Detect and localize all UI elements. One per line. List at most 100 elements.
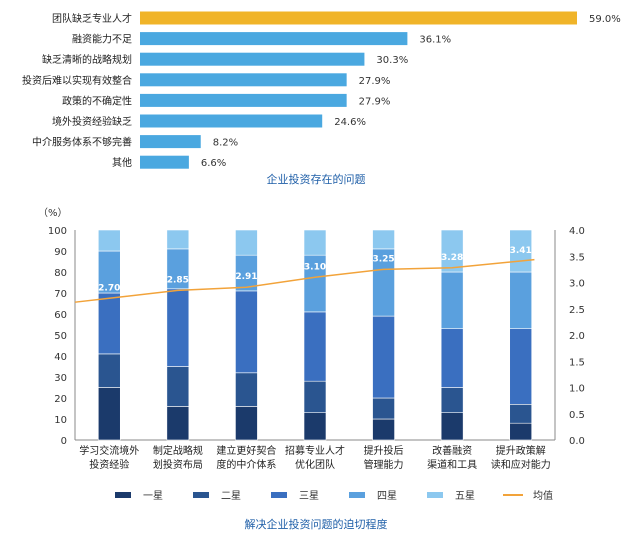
hbar-0 — [140, 11, 577, 25]
legend-label-5: 均值 — [533, 489, 553, 502]
hbar-value-1: 36.1% — [419, 35, 451, 46]
legend-label-0: 一星 — [143, 490, 163, 502]
x-tick-label-4-1: 管理能力 — [364, 458, 404, 471]
stack-seg-0-4 — [97, 229, 121, 252]
mean-label-4: 3.25 — [372, 254, 394, 264]
y-tick-0: 0 — [61, 436, 67, 447]
x-tick-label-0-1: 投资经验 — [89, 458, 129, 471]
stack-seg-1-2 — [166, 288, 190, 367]
legend-swatch-0 — [115, 492, 131, 498]
horizontal-bar-chart: 团队缺乏专业人才 59.0% 融资能力不足 36.1% 缺乏清晰的战略规划 30.3% 投资… — [22, 11, 621, 169]
stack-seg-4-0 — [372, 418, 395, 441]
stack-seg-5-1 — [440, 387, 464, 414]
hbar-label-7: 其他 — [112, 156, 132, 169]
y2-tick-1: 0.5 — [569, 410, 585, 421]
hbar-2 — [140, 52, 365, 66]
y2-tick-3: 1.5 — [569, 357, 585, 368]
legend-label-4: 五星 — [455, 490, 475, 502]
x-tick-label-0-0: 学习交流境外 — [79, 444, 139, 457]
stack-seg-4-4 — [372, 229, 395, 250]
y-tick-10: 100 — [48, 226, 67, 237]
y-tick-5: 50 — [54, 331, 67, 342]
hbar-label-5: 境外投资经验缺乏 — [52, 115, 132, 128]
x-tick-label-4-0: 提升投后 — [364, 444, 404, 457]
y-tick-3: 30 — [54, 373, 67, 384]
hbar-value-7: 6.6% — [201, 158, 226, 169]
mean-label-2: 2.91 — [235, 272, 257, 282]
hbar-value-3: 27.9% — [359, 76, 391, 87]
x-tick-label-3-1: 优化团队 — [295, 458, 335, 471]
hbar-1 — [140, 32, 408, 46]
chart1-caption: 企业投资存在的问题 — [267, 172, 366, 186]
stack-seg-2-0 — [235, 406, 258, 441]
mean-label-6: 3.41 — [510, 246, 532, 256]
y-tick-6: 60 — [54, 310, 67, 321]
hbar-5 — [140, 114, 323, 128]
stack-seg-4-2 — [372, 315, 395, 399]
x-tick-label-3-0: 招募专业人才 — [285, 444, 345, 457]
x-tick-label-6-0: 提升政策解 — [496, 444, 546, 457]
stack-seg-3-2 — [303, 311, 327, 382]
stack-seg-0-0 — [97, 387, 121, 441]
y2-tick-6: 3.0 — [569, 279, 585, 290]
stack-seg-2-4 — [235, 229, 258, 256]
hbar-label-6: 中介服务体系不够完善 — [32, 136, 132, 149]
stack-seg-5-3 — [440, 271, 464, 330]
hbar-label-4: 政策的不确定性 — [62, 94, 132, 107]
stack-seg-6-2 — [509, 328, 533, 405]
y2-tick-2: 1.0 — [569, 384, 585, 395]
legend-swatch-4 — [427, 492, 443, 498]
hbar-value-6: 8.2% — [213, 138, 238, 149]
y-axis-unit: （%） — [38, 207, 68, 219]
mean-label-3: 3.10 — [304, 262, 326, 272]
x-tick-label-6-1: 读和应对能力 — [491, 458, 551, 471]
hbar-label-2: 缺乏清晰的战略规划 — [42, 53, 132, 66]
x-tick-label-5-1: 渠道和工具 — [427, 458, 477, 471]
y-tick-4: 40 — [54, 352, 67, 363]
stack-seg-6-1 — [509, 403, 533, 424]
stack-seg-3-1 — [303, 380, 327, 414]
x-tick-label-1-0: 制定战略规 — [153, 444, 203, 457]
y-tick-2: 20 — [54, 394, 67, 405]
y2-tick-0: 0.0 — [569, 436, 585, 447]
hbar-3 — [140, 73, 347, 87]
chart2-caption: 解决企业投资问题的迫切程度 — [245, 517, 388, 531]
stack-seg-5-0 — [440, 412, 464, 441]
stack-seg-3-4 — [303, 229, 327, 256]
legend-swatch-1 — [193, 492, 209, 498]
hbar-value-2: 30.3% — [376, 55, 408, 66]
x-tick-label-2-0: 建立更好契合 — [216, 444, 276, 457]
stack-seg-1-0 — [166, 406, 190, 441]
y2-tick-4: 2.0 — [569, 331, 585, 342]
hbar-value-5: 24.6% — [334, 117, 366, 128]
stack-seg-6-3 — [509, 271, 533, 330]
y2-tick-7: 3.5 — [569, 252, 585, 263]
hbar-label-0: 团队缺乏专业人才 — [52, 12, 132, 25]
hbar-4 — [140, 93, 347, 107]
chart-legend: 一星 二星 三星 四星 五星 均值 — [115, 489, 553, 502]
legend-swatch-2 — [271, 492, 287, 498]
x-tick-label-2-1: 度的中介体系 — [216, 458, 276, 471]
stack-seg-2-2 — [235, 290, 258, 374]
hbar-6 — [140, 135, 201, 149]
y2-tick-8: 4.0 — [569, 226, 585, 237]
stack-seg-2-1 — [235, 372, 258, 407]
mean-label-5: 3.28 — [441, 253, 463, 263]
y-tick-8: 80 — [54, 268, 67, 279]
hbar-7 — [140, 155, 189, 169]
hbar-label-1: 融资能力不足 — [72, 33, 132, 46]
stack-seg-4-1 — [372, 397, 395, 420]
y2-tick-5: 2.5 — [569, 305, 585, 316]
y-tick-7: 70 — [54, 289, 67, 300]
stack-seg-5-2 — [440, 328, 464, 388]
stack-seg-5-4 — [440, 229, 464, 273]
hbar-label-3: 投资后难以实现有效整合 — [22, 74, 132, 87]
stack-seg-3-0 — [303, 412, 327, 441]
mean-label-1: 2.85 — [167, 275, 189, 285]
mean-line — [74, 258, 535, 303]
y-tick-9: 90 — [54, 247, 67, 258]
stack-seg-1-4 — [166, 229, 190, 250]
legend-swatch-3 — [349, 492, 365, 498]
stack-seg-0-2 — [97, 292, 121, 355]
